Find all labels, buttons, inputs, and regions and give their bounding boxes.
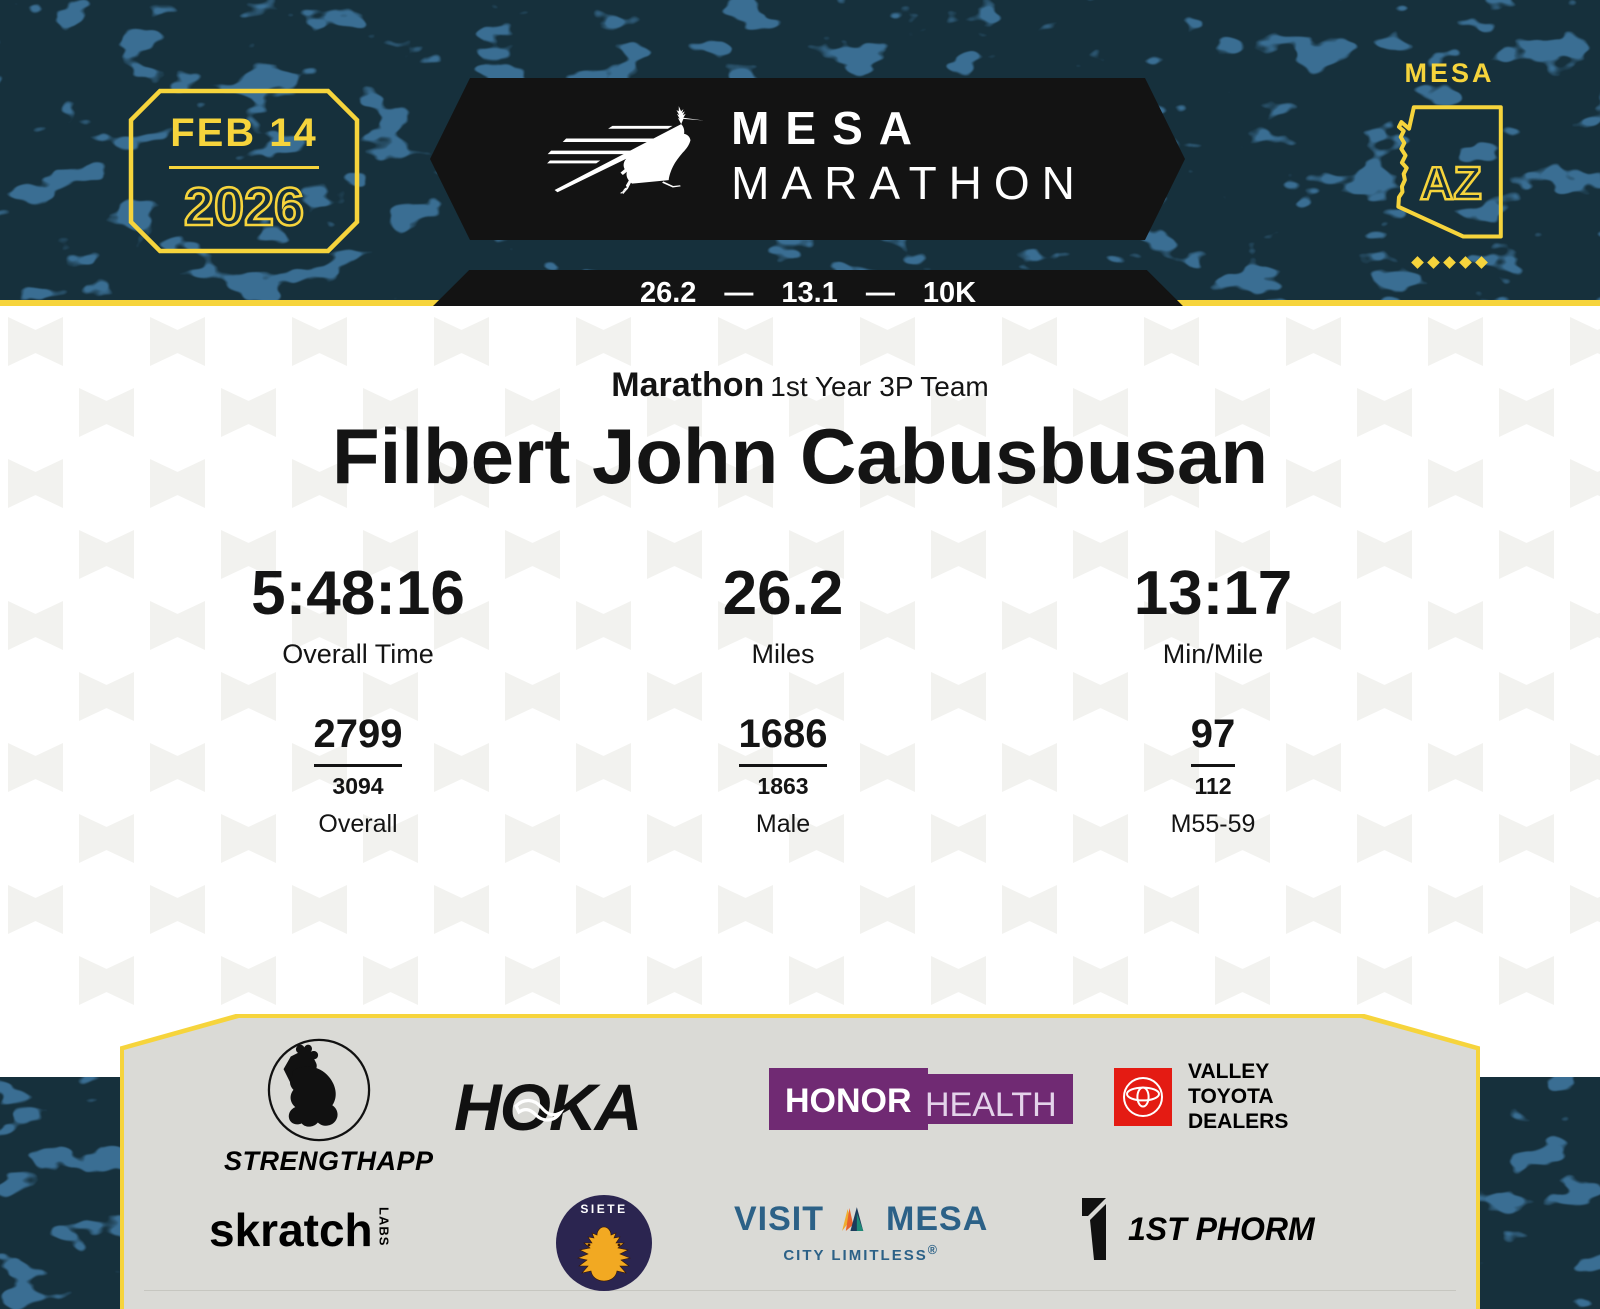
svg-text:HOKA: HOKA <box>454 1070 640 1144</box>
svg-text:AZ: AZ <box>1419 157 1481 209</box>
svg-text:SIETE: SIETE <box>580 1202 627 1216</box>
svg-text:2026: 2026 <box>184 179 304 237</box>
